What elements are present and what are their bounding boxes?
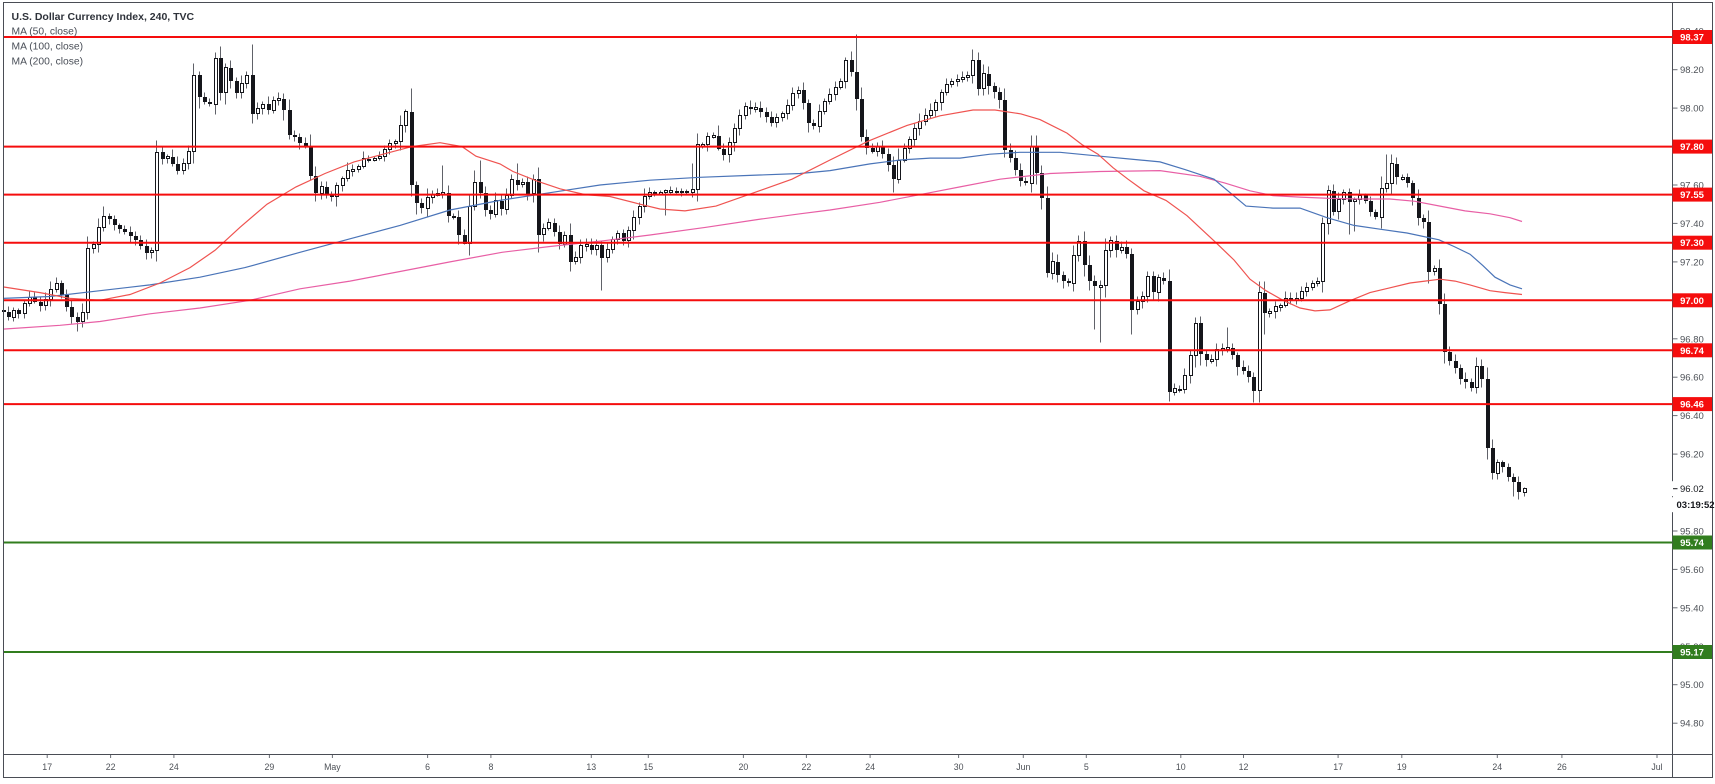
svg-text:95.17: 95.17 xyxy=(1680,648,1704,659)
svg-text:U.S. Dollar Currency Index, 24: U.S. Dollar Currency Index, 240, TVC xyxy=(12,11,195,23)
svg-text:97.00: 97.00 xyxy=(1680,296,1704,307)
svg-text:96.02: 96.02 xyxy=(1680,484,1704,495)
svg-text:8: 8 xyxy=(488,762,493,772)
svg-text:03:19:52: 03:19:52 xyxy=(1677,500,1715,511)
svg-text:6: 6 xyxy=(425,762,430,772)
svg-text:20: 20 xyxy=(739,762,749,772)
svg-text:98.37: 98.37 xyxy=(1680,33,1704,44)
svg-text:22: 22 xyxy=(106,762,116,772)
svg-text:MA (100, close): MA (100, close) xyxy=(12,41,84,52)
svg-text:17: 17 xyxy=(42,762,52,772)
svg-text:96.80: 96.80 xyxy=(1680,334,1704,345)
svg-text:17: 17 xyxy=(1333,762,1343,772)
svg-text:96.20: 96.20 xyxy=(1680,450,1704,461)
svg-text:24: 24 xyxy=(1492,762,1502,772)
svg-text:12: 12 xyxy=(1239,762,1249,772)
svg-text:29: 29 xyxy=(265,762,275,772)
svg-text:30: 30 xyxy=(954,762,964,772)
svg-text:97.60: 97.60 xyxy=(1680,181,1704,192)
svg-text:Jun: Jun xyxy=(1016,762,1030,772)
svg-text:15: 15 xyxy=(643,762,653,772)
svg-text:May: May xyxy=(324,762,341,772)
svg-text:97.40: 97.40 xyxy=(1680,219,1704,230)
svg-text:95.40: 95.40 xyxy=(1680,603,1704,614)
svg-text:96.40: 96.40 xyxy=(1680,411,1704,422)
svg-text:19: 19 xyxy=(1397,762,1407,772)
svg-text:10: 10 xyxy=(1176,762,1186,772)
svg-text:96.46: 96.46 xyxy=(1680,400,1704,411)
svg-text:97.20: 97.20 xyxy=(1680,257,1704,268)
svg-text:13: 13 xyxy=(586,762,596,772)
svg-text:98.20: 98.20 xyxy=(1680,65,1704,76)
svg-text:95.00: 95.00 xyxy=(1680,680,1704,691)
svg-text:94.80: 94.80 xyxy=(1680,719,1704,730)
svg-text:MA (50, close): MA (50, close) xyxy=(12,26,78,37)
svg-text:97.30: 97.30 xyxy=(1680,238,1704,249)
svg-text:MA (200, close): MA (200, close) xyxy=(12,56,84,67)
svg-text:24: 24 xyxy=(865,762,875,772)
svg-text:22: 22 xyxy=(802,762,812,772)
svg-text:5: 5 xyxy=(1084,762,1089,772)
svg-text:97.80: 97.80 xyxy=(1680,142,1704,153)
svg-text:95.74: 95.74 xyxy=(1680,538,1704,549)
svg-text:Jul: Jul xyxy=(1651,762,1662,772)
svg-text:24: 24 xyxy=(169,762,179,772)
svg-text:95.60: 95.60 xyxy=(1680,565,1704,576)
svg-text:96.74: 96.74 xyxy=(1680,346,1704,357)
svg-text:97.55: 97.55 xyxy=(1680,190,1704,201)
svg-text:26: 26 xyxy=(1557,762,1567,772)
svg-text:98.00: 98.00 xyxy=(1680,104,1704,115)
svg-text:96.60: 96.60 xyxy=(1680,373,1704,384)
svg-text:95.80: 95.80 xyxy=(1680,527,1704,538)
